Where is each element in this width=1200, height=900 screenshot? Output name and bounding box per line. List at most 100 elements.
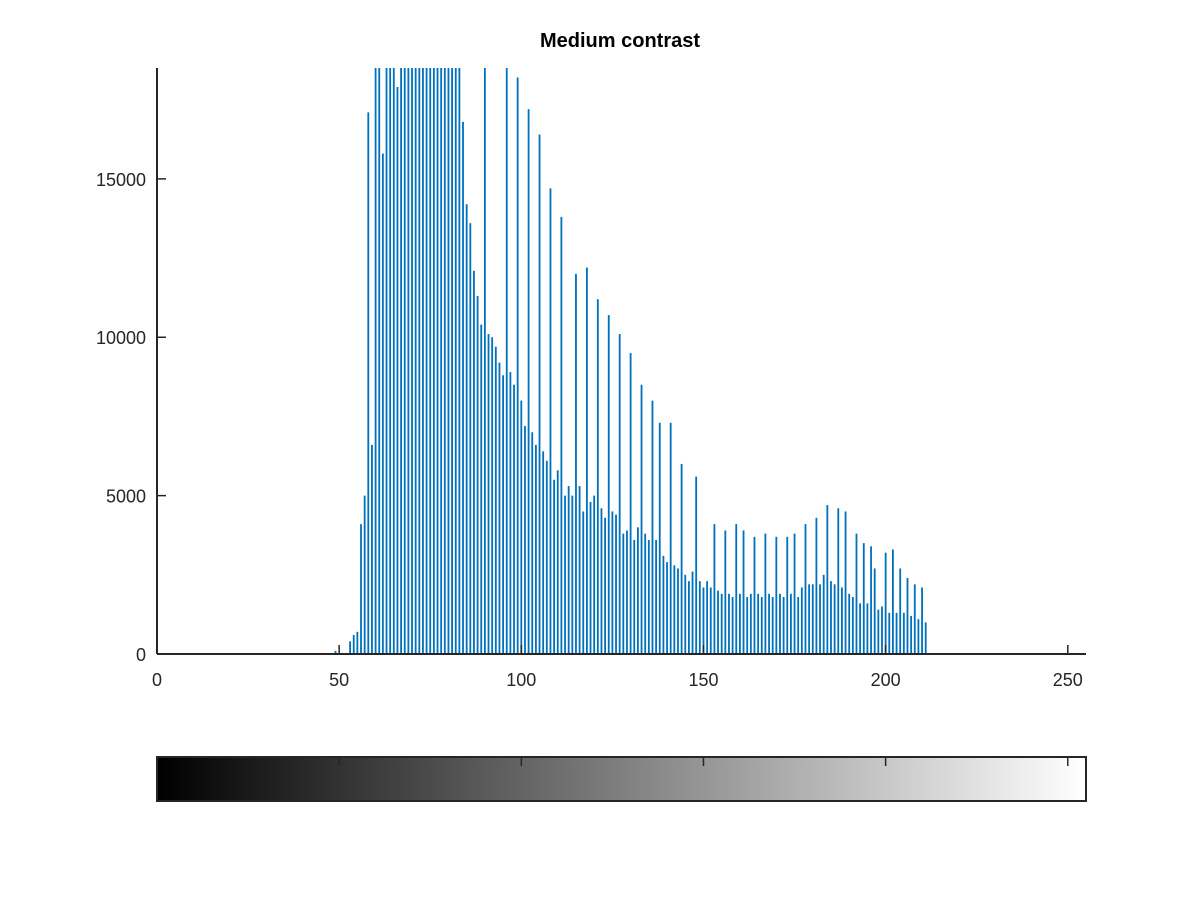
bar: [363, 495, 366, 654]
bar: [859, 603, 862, 654]
bar: [593, 495, 596, 654]
bar: [735, 524, 738, 654]
bar: [596, 299, 599, 654]
bar: [811, 584, 814, 654]
bar: [567, 486, 570, 654]
x-tick-label: 50: [329, 670, 349, 690]
bar: [425, 68, 428, 654]
y-tick-label: 10000: [96, 328, 146, 348]
bar: [407, 68, 410, 654]
x-tick-label: 100: [506, 670, 536, 690]
bar: [436, 68, 439, 654]
bar: [833, 584, 836, 654]
bar: [626, 530, 628, 654]
bar: [469, 223, 472, 654]
bar: [575, 273, 577, 654]
bar: [906, 577, 909, 654]
bar: [505, 68, 508, 654]
bar: [578, 486, 581, 654]
bar: [870, 546, 872, 654]
bar: [800, 587, 803, 654]
bar: [520, 400, 523, 654]
bar: [498, 362, 501, 654]
bar: [374, 68, 377, 654]
bar: [564, 495, 566, 654]
bar: [360, 524, 362, 654]
bar: [779, 593, 781, 654]
bar: [585, 267, 588, 654]
bar: [749, 593, 752, 654]
bar: [797, 596, 800, 654]
bar: [647, 539, 650, 654]
bar: [556, 470, 559, 654]
bar: [403, 68, 406, 654]
bar: [607, 315, 610, 654]
bar: [917, 619, 920, 654]
bar: [633, 539, 636, 654]
bar: [582, 511, 585, 654]
bar: [717, 590, 719, 654]
colorbar-gradient: [156, 756, 1087, 802]
bar: [418, 68, 421, 654]
bar: [866, 603, 869, 654]
bar: [728, 593, 730, 654]
bar: [768, 593, 770, 654]
bar: [892, 549, 894, 654]
bar: [913, 584, 916, 654]
bar: [476, 296, 479, 654]
bar: [651, 400, 654, 654]
bar: [524, 425, 526, 654]
bar: [334, 650, 337, 654]
bar: [400, 68, 402, 654]
bar: [542, 451, 545, 654]
bar: [458, 68, 461, 654]
bar: [855, 533, 858, 654]
bar: [494, 346, 497, 654]
bar: [698, 581, 701, 654]
bar: [873, 568, 876, 654]
bar: [815, 517, 818, 654]
bar: [480, 324, 483, 654]
axes: 0 50 100 150 200 250 0 5000 10000 15000: [96, 68, 1086, 690]
bar: [589, 501, 592, 654]
bar: [753, 536, 756, 654]
bar: [684, 574, 687, 654]
colorbar: [156, 756, 1087, 802]
bar: [487, 334, 490, 654]
bar: [527, 109, 530, 655]
bar: [356, 631, 359, 654]
bar: [367, 112, 370, 655]
chart-title: Medium contrast: [540, 30, 700, 52]
bar: [851, 596, 854, 654]
bar: [899, 568, 902, 654]
y-tick-label: 5000: [106, 487, 146, 507]
bar: [702, 587, 705, 654]
bar: [709, 587, 712, 654]
bar: [385, 68, 388, 654]
bar: [545, 460, 548, 654]
bar: [724, 530, 727, 654]
bar: [884, 552, 887, 654]
bar: [531, 432, 534, 654]
bar: [491, 337, 494, 654]
bar: [422, 68, 424, 654]
bar: [680, 463, 683, 654]
bar: [640, 384, 643, 654]
bar: [687, 581, 690, 654]
bar: [615, 514, 617, 654]
bar: [771, 596, 774, 654]
bar: [636, 527, 639, 654]
bar: [881, 606, 883, 654]
bar: [808, 584, 811, 654]
bar: [538, 134, 541, 654]
bar: [381, 153, 384, 654]
bar: [837, 508, 840, 654]
y-tick-label: 15000: [96, 170, 146, 190]
bar: [655, 539, 658, 654]
bar: [669, 422, 672, 654]
bar: [888, 612, 891, 654]
bar: [662, 555, 665, 654]
bar: [389, 68, 392, 654]
y-tick-label: 0: [136, 645, 146, 665]
bar: [432, 68, 435, 654]
